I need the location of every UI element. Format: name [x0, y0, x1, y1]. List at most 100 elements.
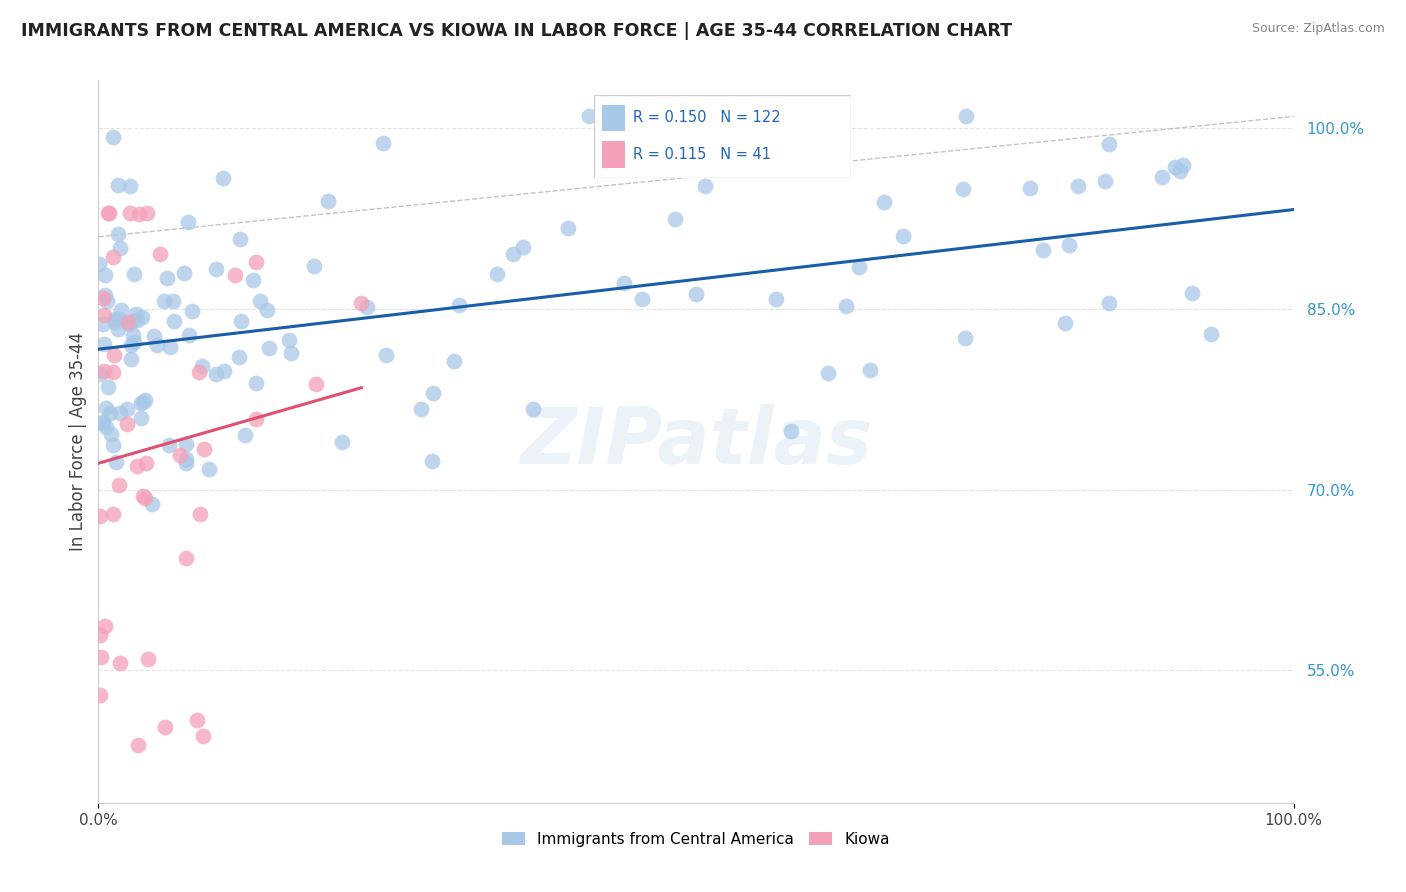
- Point: [145, 337, 167, 351]
- Point: [224, 268, 246, 282]
- Point: [630, 293, 652, 307]
- Point: [141, 497, 163, 511]
- Point: [1094, 174, 1116, 188]
- Point: [177, 214, 200, 228]
- Point: [242, 273, 264, 287]
- Text: Source: ZipAtlas.com: Source: ZipAtlas.com: [1251, 22, 1385, 36]
- Point: [127, 458, 149, 473]
- Point: [1168, 164, 1191, 178]
- Point: [205, 367, 228, 381]
- Point: [356, 300, 378, 314]
- Point: [115, 417, 138, 431]
- Point: [371, 136, 394, 151]
- Point: [149, 246, 172, 260]
- Point: [302, 260, 325, 274]
- Point: [93, 308, 115, 322]
- Point: [108, 406, 131, 420]
- Point: [1067, 178, 1090, 193]
- Point: [157, 438, 180, 452]
- Point: [108, 478, 131, 492]
- Point: [153, 720, 176, 734]
- Point: [685, 287, 707, 301]
- Point: [1032, 243, 1054, 257]
- Point: [110, 302, 132, 317]
- Point: [422, 453, 444, 467]
- Point: [87, 257, 110, 271]
- Point: [104, 312, 127, 326]
- Point: [191, 729, 214, 743]
- Point: [142, 329, 165, 343]
- Point: [188, 507, 211, 521]
- Point: [156, 270, 179, 285]
- Point: [122, 268, 145, 282]
- Point: [122, 314, 145, 328]
- Point: [214, 364, 236, 378]
- Point: [128, 207, 150, 221]
- Point: [103, 348, 125, 362]
- Point: [1059, 238, 1081, 252]
- Point: [96, 293, 118, 308]
- Point: [127, 738, 149, 752]
- Point: [93, 268, 115, 282]
- Point: [228, 351, 250, 365]
- Text: IMMIGRANTS FROM CENTRAL AMERICA VS KIOWA IN LABOR FORCE | AGE 35-44 CORRELATION : IMMIGRANTS FROM CENTRAL AMERICA VS KIOWA…: [21, 22, 1012, 40]
- Point: [765, 293, 787, 307]
- Point: [522, 402, 544, 417]
- Point: [93, 337, 115, 351]
- Point: [93, 619, 115, 633]
- Point: [104, 315, 127, 329]
- Point: [174, 456, 197, 470]
- Point: [89, 628, 111, 642]
- Point: [502, 247, 524, 261]
- Point: [174, 551, 197, 566]
- Point: [613, 277, 636, 291]
- Point: [115, 402, 138, 417]
- Point: [174, 452, 197, 467]
- Point: [409, 402, 432, 417]
- Point: [94, 420, 117, 434]
- Point: [316, 194, 339, 208]
- Point: [108, 241, 131, 255]
- Point: [952, 182, 974, 196]
- Point: [350, 296, 373, 310]
- Point: [955, 110, 977, 124]
- Point: [245, 254, 267, 268]
- Point: [159, 340, 181, 354]
- Point: [152, 294, 174, 309]
- Point: [135, 456, 157, 470]
- Point: [134, 392, 156, 407]
- Point: [256, 303, 278, 318]
- Point: [89, 688, 111, 702]
- Point: [187, 365, 209, 379]
- Point: [129, 410, 152, 425]
- Point: [664, 212, 686, 227]
- Point: [1018, 181, 1040, 195]
- Point: [120, 205, 142, 219]
- Point: [93, 364, 115, 378]
- Point: [125, 307, 148, 321]
- Point: [101, 250, 124, 264]
- Point: [120, 352, 142, 367]
- Point: [118, 179, 141, 194]
- Point: [134, 491, 156, 505]
- Point: [817, 367, 839, 381]
- Point: [101, 365, 124, 379]
- Point: [235, 427, 257, 442]
- Point: [193, 442, 215, 456]
- Point: [94, 288, 117, 302]
- Point: [1164, 160, 1187, 174]
- Point: [1199, 326, 1222, 341]
- Point: [245, 376, 267, 391]
- Point: [125, 312, 148, 326]
- Point: [779, 424, 801, 438]
- Point: [512, 240, 534, 254]
- Point: [98, 406, 121, 420]
- Point: [443, 354, 465, 368]
- Point: [229, 232, 252, 246]
- Point: [90, 650, 112, 665]
- Point: [122, 334, 145, 349]
- Point: [191, 359, 214, 373]
- Point: [91, 317, 114, 331]
- Point: [197, 462, 219, 476]
- Point: [98, 205, 121, 219]
